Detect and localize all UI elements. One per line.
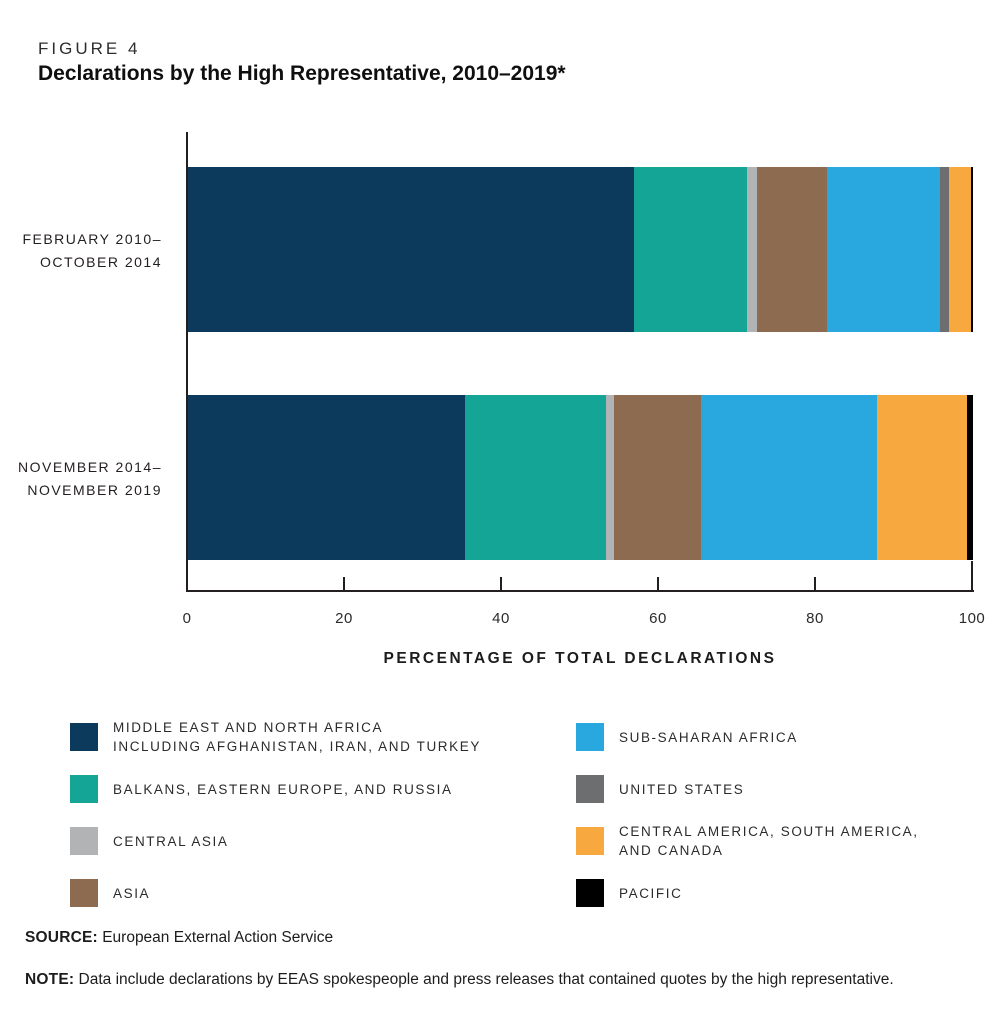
legend-label-line: SUB-SAHARAN AFRICA <box>619 729 798 745</box>
legend-label-line: BALKANS, EASTERN EUROPE, AND RUSSIA <box>113 781 453 797</box>
bar-november-2014-november-2019 <box>188 395 973 560</box>
legend-label: ASIA <box>113 884 150 903</box>
x-tick-label-100: 100 <box>958 610 986 627</box>
figure-number-label: FIGURE 4 <box>38 39 141 58</box>
legend-swatch-pacific <box>576 879 604 907</box>
x-tick-40 <box>500 577 502 590</box>
category-label-line: NOVEMBER 2019 <box>27 482 162 498</box>
legend-item-central-america-south-america: CENTRAL AMERICA, SOUTH AMERICA, AND CANAD… <box>576 824 919 858</box>
bar-february-2010-october-2014 <box>188 167 973 332</box>
y-axis-line <box>186 132 188 592</box>
note-line: NOTE: Data include declarations by EEAS … <box>25 971 894 989</box>
category-label-2: NOVEMBER 2014– NOVEMBER 2019 <box>18 456 162 502</box>
figure-title: Declarations by the High Representative,… <box>38 62 566 85</box>
legend-item-sub-saharan-africa: SUB-SAHARAN AFRICA <box>576 723 919 751</box>
bar-segment-asia <box>614 395 702 560</box>
legend-column-1: MIDDLE EAST AND NORTH AFRICA INCLUDING AF… <box>70 720 481 931</box>
legend-label-line: MIDDLE EAST AND NORTH AFRICA <box>113 720 384 735</box>
x-tick-80 <box>814 577 816 590</box>
x-tick-label-0: 0 <box>182 610 192 627</box>
category-label-line: NOVEMBER 2014– <box>18 459 162 475</box>
bar-segment-united-states <box>940 167 949 332</box>
category-label-line: OCTOBER 2014 <box>39 254 162 270</box>
legend-label: CENTRAL ASIA <box>113 832 228 851</box>
legend-label: CENTRAL AMERICA, SOUTH AMERICA, AND CANAD… <box>619 822 919 860</box>
note-label: NOTE: <box>25 971 75 988</box>
legend-swatch-asia <box>70 879 98 907</box>
bar-segment-central-america-south-america-and-canada <box>877 395 968 560</box>
legend-item-asia: ASIA <box>70 879 481 907</box>
legend-swatch-central-asia <box>70 827 98 855</box>
legend-swatch-united-states <box>576 775 604 803</box>
legend-label: UNITED STATES <box>619 780 744 799</box>
legend-swatch-central-america-south-america <box>576 827 604 855</box>
bar-segment-sub-saharan-africa <box>826 167 940 332</box>
bar-segment-balkans-eastern-europe-and-russia <box>633 167 747 332</box>
category-label-line: FEBRUARY 2010– <box>22 231 162 247</box>
note-text: Data include declarations by EEAS spokes… <box>74 971 894 988</box>
x-tick-60 <box>657 577 659 590</box>
legend-item-pacific: PACIFIC <box>576 879 919 907</box>
legend-label: BALKANS, EASTERN EUROPE, AND RUSSIA <box>113 780 453 799</box>
x-tick-100 <box>971 561 973 590</box>
x-tick-label-60: 60 <box>649 610 667 627</box>
legend-item-balkans-eastern-europe-and-russia: BALKANS, EASTERN EUROPE, AND RUSSIA <box>70 775 481 803</box>
legend-label: PACIFIC <box>619 884 682 903</box>
legend-item-middle-east-and-north-africa: MIDDLE EAST AND NORTH AFRICA INCLUDING AF… <box>70 720 481 754</box>
legend-swatch-sub-saharan-africa <box>576 723 604 751</box>
legend-swatch-middle-east-and-north-africa <box>70 723 98 751</box>
legend-label-line: AND CANADA <box>619 843 724 858</box>
legend-label-line: PACIFIC <box>619 885 683 901</box>
source-line: SOURCE: European External Action Service <box>25 929 333 947</box>
bar-segment-central-asia <box>606 395 615 560</box>
legend-item-united-states: UNITED STATES <box>576 775 919 803</box>
x-axis-title: PERCENTAGE OF TOTAL DECLARATIONS <box>383 650 777 667</box>
legend-label: MIDDLE EAST AND NORTH AFRICA INCLUDING AF… <box>113 718 481 756</box>
bar-segment-sub-saharan-africa <box>701 395 878 560</box>
x-tick-0 <box>186 577 188 590</box>
bar-segment-central-america-south-america-and-canada <box>948 167 971 332</box>
legend-label-line: ASIA <box>113 885 151 901</box>
legend-swatch-balkans-eastern-europe-and-russia <box>70 775 98 803</box>
bar-segment-balkans-eastern-europe-and-russia <box>465 395 607 560</box>
legend-column-2: SUB-SAHARAN AFRICA UNITED STATES CENTRAL A… <box>576 723 919 931</box>
legend-label-line: INCLUDING AFGHANISTAN, IRAN, AND TURKEY <box>113 739 481 754</box>
x-tick-label-40: 40 <box>492 610 510 627</box>
legend-label-line: UNITED STATES <box>619 781 745 797</box>
bar-segment-asia <box>757 167 827 332</box>
category-label-1: FEBRUARY 2010– OCTOBER 2014 <box>18 228 162 274</box>
bar-segment-middle-east-and-north-africa-including-afghanistan-iran-and-turkey <box>188 167 634 332</box>
legend-label-line: CENTRAL AMERICA, SOUTH AMERICA, <box>619 824 919 839</box>
source-label: SOURCE: <box>25 929 98 946</box>
legend-label-line: CENTRAL ASIA <box>113 833 229 849</box>
bar-segment-pacific <box>970 167 973 332</box>
bar-segment-pacific <box>967 395 973 560</box>
bar-segment-central-asia <box>746 167 758 332</box>
legend-label: SUB-SAHARAN AFRICA <box>619 728 798 747</box>
source-text: European External Action Service <box>97 929 334 946</box>
x-axis-line <box>186 590 974 592</box>
bar-segment-middle-east-and-north-africa-including-afghanistan-iran-and-turkey <box>188 395 466 560</box>
x-tick-20 <box>343 577 345 590</box>
x-tick-label-80: 80 <box>806 610 824 627</box>
x-tick-label-20: 20 <box>335 610 353 627</box>
legend-item-central-asia: CENTRAL ASIA <box>70 827 481 855</box>
